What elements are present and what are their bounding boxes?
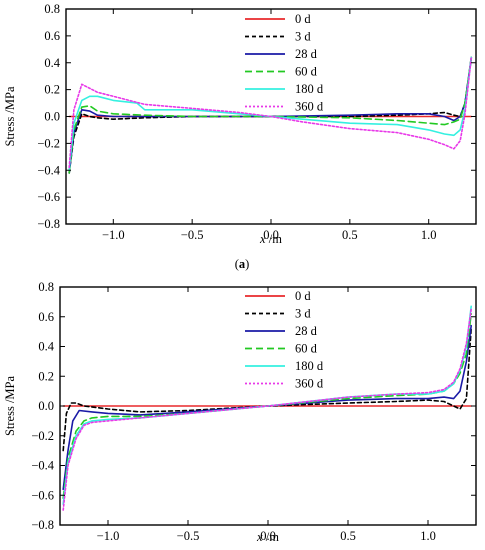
x-tick-label: −0.5 [181,228,204,242]
y-axis-title: Stress /MPa [3,376,17,437]
y-tick-label: −0.6 [37,190,60,204]
series-line-360d [62,308,473,511]
legend-label: 180 d [295,359,324,373]
y-tick-label: −0.8 [31,518,54,532]
chart-panel-a: −0.8 −0.6 −0.4 −0.2 0.0 0.2 0.4 0.6 0.8 −1.0 −0.5 0… [3,2,477,271]
legend-label: 0 d [295,12,311,26]
y-tick-label: −0.2 [37,136,60,150]
x-tick-label: −1.0 [102,228,125,242]
series-line-60d [68,56,473,174]
legend-label: 360 d [295,377,324,391]
series-line-360d [68,56,473,169]
x-tick-label: 1.0 [420,529,436,543]
legend-label: 28 d [295,324,318,338]
legend-label: 28 d [295,47,318,61]
x-tick-label: 0.0 [263,228,279,242]
legend-label: 360 d [295,100,324,114]
y-tick-label: −0.8 [37,217,60,231]
x-tick-label: 0.0 [260,529,276,543]
legend-label: 60 d [295,65,318,79]
y-tick-label: 0.6 [38,310,54,324]
panel-label: (a) [235,257,250,271]
y-tick-label: 0.8 [44,2,60,16]
x-tick-label: −0.5 [177,529,200,543]
y-tick-label: −0.4 [31,459,54,473]
x-tick-label: −1.0 [97,529,120,543]
y-tick-label: −0.2 [31,429,54,443]
legend-label: 3 d [295,30,311,44]
legend-label: 180 d [295,82,324,96]
y-tick-label: −0.6 [31,488,54,502]
x-tick-label: 1.0 [421,228,437,242]
legend-label: 60 d [295,342,318,356]
y-tick-label: 0.6 [44,29,60,43]
y-tick-label: 0.4 [38,340,54,354]
y-tick-label: 0.2 [38,369,54,383]
legend-label: 3 d [295,307,311,321]
legend: 0 d 3 d 28 d 60 d 180 d 360 d [245,12,324,114]
series-line-28d [62,324,473,491]
series-line-3d [68,57,473,174]
series-line-3d [62,327,473,452]
y-axis-title: Stress /MPa [3,86,17,147]
y-tick-label: −0.4 [37,163,60,177]
legend: 0 d 3 d 28 d 60 d 180 d 360 d [245,289,324,391]
y-tick-label: 0.2 [44,83,60,97]
chart-panel-b: −0.8 −0.6 −0.4 −0.2 0.0 0.2 0.4 0.6 0.8 −1.0 −0.5 0… [3,280,477,544]
y-tick-label: 0.0 [44,110,60,124]
legend-label: 0 d [295,289,311,303]
x-tick-label: 0.5 [342,228,358,242]
x-tick-label: 0.5 [340,529,356,543]
y-tick-label: 0.0 [38,399,54,413]
x-axis-title: x /m [259,232,282,246]
y-tick-label: 0.4 [44,56,60,70]
x-axis-title: x /m [256,530,279,544]
y-tick-label: 0.8 [38,280,54,294]
